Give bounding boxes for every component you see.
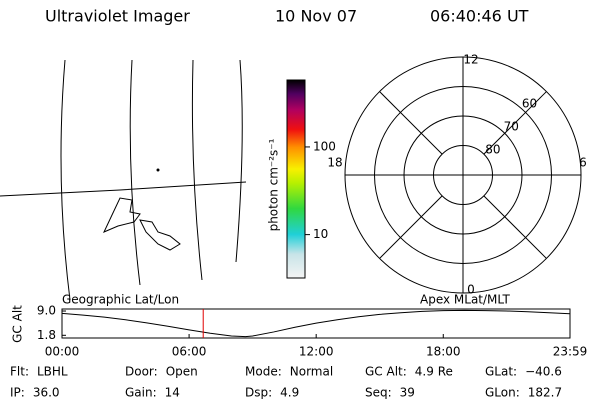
- field-label: Mode:: [245, 365, 282, 379]
- polar-spoke: [483, 91, 547, 155]
- colorbar-tick-label: 100: [313, 139, 336, 153]
- field-value: 39: [400, 386, 415, 400]
- x-tick-label: 00:00: [45, 345, 80, 359]
- time: 06:40:46 UT: [430, 7, 529, 26]
- ring-label: 60: [522, 96, 537, 110]
- geo-map: [0, 59, 247, 301]
- x-tick-label: 06:00: [172, 345, 207, 359]
- polar-spoke: [483, 195, 547, 259]
- field-value: 36.0: [33, 386, 60, 400]
- field-label: Gain:: [125, 386, 157, 400]
- field-value: Open: [166, 365, 198, 379]
- field-label: Door:: [125, 365, 158, 379]
- field-value: 182.7: [528, 386, 562, 400]
- x-tick-label: 18:00: [426, 345, 461, 359]
- colorbar-label: photon cm⁻²s⁻¹: [267, 138, 281, 231]
- mlt-label: 18: [327, 156, 342, 170]
- field-label: Flt:: [10, 365, 29, 379]
- field-value: Normal: [290, 365, 333, 379]
- field-label: GLat:: [485, 365, 517, 379]
- field-label: Seq:: [365, 386, 392, 400]
- apex-label: Apex MLat/MLT: [420, 293, 510, 307]
- field-value: −40.6: [525, 365, 562, 379]
- y-axis-label: GC Alt: [11, 305, 25, 343]
- field-label: GLon:: [485, 386, 520, 400]
- title: Ultraviolet Imager: [45, 7, 190, 26]
- mlt-label: 6: [579, 156, 587, 170]
- x-tick-label: 12:00: [299, 345, 334, 359]
- mlt-label: 12: [463, 53, 478, 67]
- field-value: 14: [165, 386, 180, 400]
- colorbar-tick-label: 10: [313, 227, 328, 241]
- mlt-label: 0: [467, 283, 475, 297]
- field-label: IP:: [10, 386, 25, 400]
- polar-spoke: [379, 91, 443, 155]
- polar-spoke: [379, 195, 443, 259]
- x-tick-label: 23:59: [553, 345, 588, 359]
- ring-label: 80: [485, 142, 500, 156]
- geo-label: Geographic Lat/Lon: [62, 293, 179, 307]
- date: 10 Nov 07: [275, 7, 357, 26]
- altitude-line: [61, 309, 571, 338]
- field-value: 4.9: [280, 386, 299, 400]
- field-label: GC Alt:: [365, 365, 407, 379]
- field-label: Dsp:: [245, 386, 272, 400]
- field-value: LBHL: [37, 365, 68, 379]
- colorbar: [286, 79, 306, 279]
- y-tick-label: 9.0: [37, 304, 56, 318]
- y-tick-label: 1.8: [37, 328, 56, 342]
- field-value: 4.9 Re: [415, 365, 453, 379]
